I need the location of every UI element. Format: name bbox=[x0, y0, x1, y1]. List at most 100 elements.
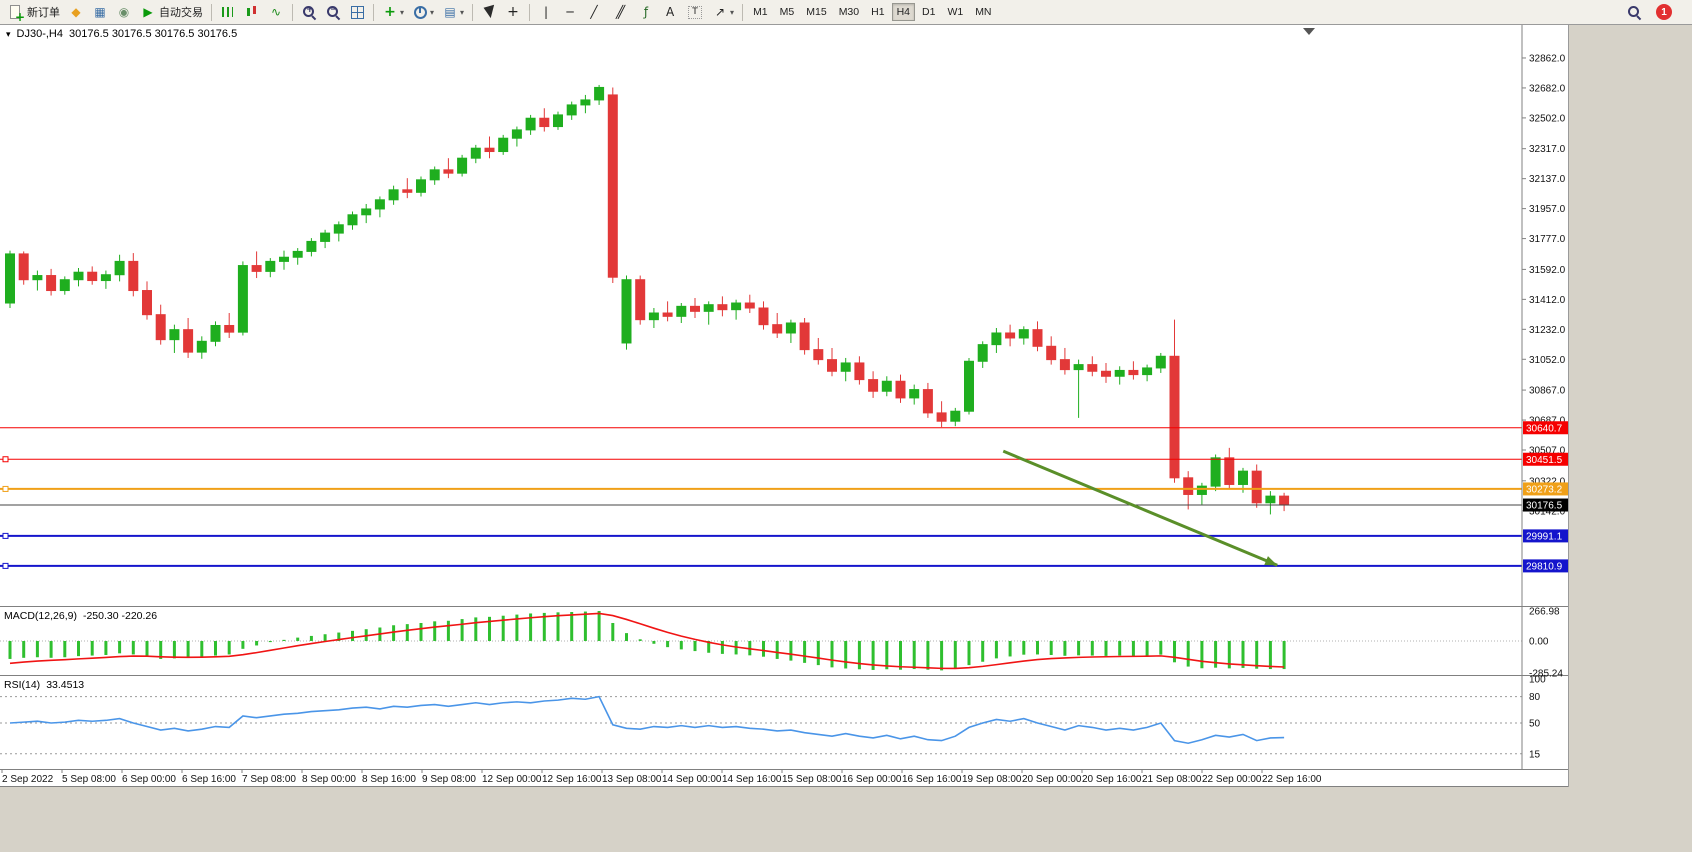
trend-arrow[interactable] bbox=[1002, 449, 1278, 567]
vline-icon: | bbox=[544, 5, 549, 19]
svg-text:20 Sep 00:00: 20 Sep 00:00 bbox=[1022, 774, 1082, 785]
rsi-label: RSI(14) 33.4513 bbox=[4, 679, 84, 691]
toolbar-separator bbox=[529, 3, 531, 21]
text-icon: A bbox=[665, 5, 675, 19]
crosshair-button[interactable]: + bbox=[501, 0, 525, 24]
svg-text:14 Sep 16:00: 14 Sep 16:00 bbox=[722, 774, 782, 785]
channel-icon: ╱╱ bbox=[615, 5, 625, 19]
zoom-in-icon: + bbox=[301, 4, 317, 20]
charts-button[interactable]: ▦ bbox=[88, 0, 112, 24]
svg-text:266.98: 266.98 bbox=[1529, 607, 1560, 618]
doc-plus-icon bbox=[8, 4, 25, 23]
bars-icon bbox=[220, 4, 236, 20]
zoom-out-button[interactable]: − bbox=[321, 0, 345, 24]
indicators-icon: + bbox=[384, 4, 396, 20]
svg-text:29810.9: 29810.9 bbox=[1526, 561, 1563, 572]
candles-icon bbox=[244, 4, 260, 20]
autotrading-button[interactable]: ▶ 自动交易 bbox=[136, 0, 207, 24]
line-icon: ∿ bbox=[270, 5, 282, 19]
svg-text:100: 100 bbox=[1529, 675, 1546, 686]
candle-chart-button[interactable] bbox=[240, 0, 264, 24]
macd-name: MACD(12,26,9) bbox=[4, 610, 77, 622]
svg-text:32502.0: 32502.0 bbox=[1529, 113, 1566, 124]
shift-marker-icon[interactable] bbox=[1303, 28, 1315, 35]
zoom-out-icon: − bbox=[325, 4, 341, 20]
svg-text:31957.0: 31957.0 bbox=[1529, 204, 1566, 215]
label-button[interactable]: T bbox=[682, 0, 708, 24]
svg-text:15: 15 bbox=[1529, 749, 1541, 760]
search-button[interactable] bbox=[1622, 0, 1646, 24]
periods-button[interactable]: ▾ bbox=[408, 0, 438, 24]
arrows-icon: ↗ bbox=[715, 5, 726, 19]
svg-text:7 Sep 08:00: 7 Sep 08:00 bbox=[242, 774, 296, 785]
notifications-badge[interactable]: 1 bbox=[1656, 4, 1672, 20]
profile-button[interactable]: ◉ bbox=[112, 0, 136, 24]
line-chart-button[interactable]: ∿ bbox=[264, 0, 288, 24]
cursor-icon bbox=[481, 4, 497, 20]
tile-windows-button[interactable] bbox=[345, 0, 369, 24]
svg-text:12 Sep 16:00: 12 Sep 16:00 bbox=[542, 774, 602, 785]
label-icon: T bbox=[688, 5, 703, 19]
text-button[interactable]: A bbox=[658, 0, 682, 24]
bar-chart-button[interactable] bbox=[216, 0, 240, 24]
chart-ohlc: 30176.5 30176.5 30176.5 30176.5 bbox=[69, 28, 238, 40]
svg-text:5 Sep 08:00: 5 Sep 08:00 bbox=[62, 774, 116, 785]
metaquotes-button[interactable]: ◆ bbox=[64, 0, 88, 24]
channel-button[interactable]: ╱╱ bbox=[606, 0, 634, 24]
svg-text:12 Sep 00:00: 12 Sep 00:00 bbox=[482, 774, 542, 785]
toolbar-separator bbox=[472, 3, 474, 21]
clock-icon bbox=[412, 4, 428, 20]
fibonacci-icon: ƒ bbox=[643, 5, 649, 19]
tf-h4-button[interactable]: H4 bbox=[891, 3, 915, 21]
toolbar-separator bbox=[211, 3, 212, 21]
rsi-value: 33.4513 bbox=[46, 679, 85, 691]
dropdown-arrow-icon: ▾ bbox=[460, 7, 465, 17]
tf-mn-button[interactable]: MN bbox=[975, 6, 992, 18]
cursor-button[interactable] bbox=[477, 0, 501, 24]
candles-layer[interactable] bbox=[5, 84, 1290, 515]
dropdown-arrow-icon: ▾ bbox=[430, 7, 435, 17]
tf-m1-button[interactable]: M1 bbox=[753, 6, 768, 18]
time-axis[interactable]: 2 Sep 2022 5 Sep 08:00 6 Sep 00:00 6 Sep 16… bbox=[1, 769, 1322, 786]
chart-window-icon: ▦ bbox=[94, 5, 106, 19]
new-order-button[interactable]: 新订单 bbox=[4, 0, 64, 24]
svg-text:20 Sep 16:00: 20 Sep 16:00 bbox=[1082, 774, 1142, 785]
play-icon: ▶ bbox=[143, 5, 153, 19]
svg-text:16 Sep 00:00: 16 Sep 00:00 bbox=[842, 774, 902, 785]
price-axis[interactable]: 32862.0 32682.0 32502.0 32317.0 32137.0 31957… bbox=[1522, 53, 1566, 760]
symbol-dropdown-icon[interactable]: ▾ bbox=[6, 28, 11, 39]
svg-text:8 Sep 16:00: 8 Sep 16:00 bbox=[362, 774, 416, 785]
svg-text:30507.0: 30507.0 bbox=[1529, 446, 1566, 457]
tf-h1-button[interactable]: H1 bbox=[871, 6, 885, 18]
arrows-button[interactable]: ↗ ▾ bbox=[708, 0, 738, 24]
crosshair-icon: + bbox=[507, 4, 519, 20]
fibonacci-button[interactable]: ƒ bbox=[634, 0, 658, 24]
indicators-button[interactable]: + ▾ bbox=[378, 0, 408, 24]
svg-text:9 Sep 08:00: 9 Sep 08:00 bbox=[422, 774, 476, 785]
tf-w1-button[interactable]: W1 bbox=[947, 6, 964, 18]
toolbar-separator bbox=[292, 3, 293, 21]
tf-m5-button[interactable]: M5 bbox=[779, 6, 795, 18]
vline-button[interactable]: | bbox=[534, 0, 558, 24]
tf-d1-button[interactable]: D1 bbox=[922, 6, 936, 18]
svg-text:50: 50 bbox=[1529, 719, 1541, 730]
hline-button[interactable]: ─ bbox=[558, 0, 582, 24]
macd-signal-line bbox=[9, 612, 1285, 670]
svg-text:29991.1: 29991.1 bbox=[1526, 531, 1563, 542]
svg-text:32682.0: 32682.0 bbox=[1529, 83, 1566, 94]
macd-histogram bbox=[8, 610, 1286, 671]
rsi-name: RSI(14) bbox=[4, 679, 41, 691]
status-area bbox=[0, 787, 1692, 852]
svg-text:30687.0: 30687.0 bbox=[1529, 416, 1566, 427]
new-order-button-label: 新订单 bbox=[27, 7, 60, 19]
chart-canvas[interactable]: 32862.0 32682.0 32502.0 32317.0 32137.0 31957… bbox=[0, 25, 1568, 787]
tf-m15-button[interactable]: M15 bbox=[806, 6, 827, 18]
zoom-in-button[interactable]: + bbox=[297, 0, 321, 24]
svg-text:31412.0: 31412.0 bbox=[1529, 295, 1566, 306]
svg-text:30867.0: 30867.0 bbox=[1529, 386, 1566, 397]
templates-button[interactable]: ▤ ▾ bbox=[438, 0, 468, 24]
trendline-button[interactable]: ╱ bbox=[582, 0, 606, 24]
tf-m30-button[interactable]: M30 bbox=[838, 6, 860, 18]
autotrading-button-label: 自动交易 bbox=[159, 7, 203, 19]
horizontal-lines-layer[interactable] bbox=[0, 427, 1522, 569]
